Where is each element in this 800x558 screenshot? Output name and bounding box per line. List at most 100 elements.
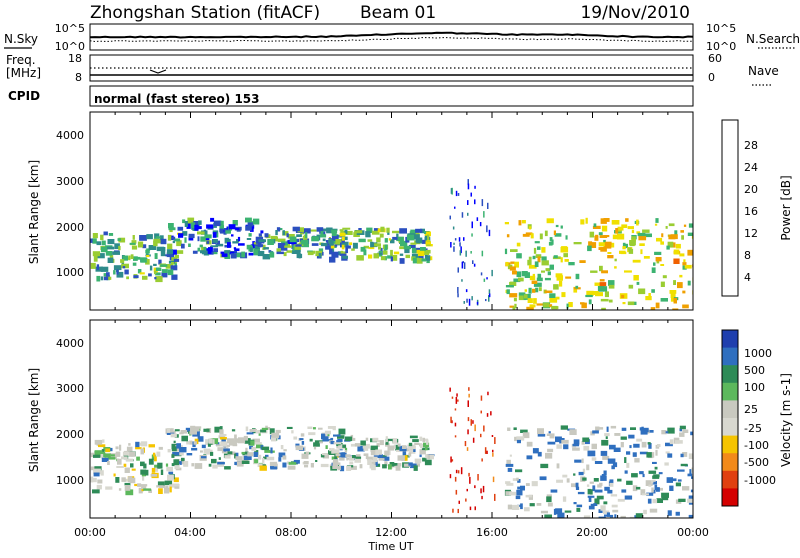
echo-cell [624,270,632,273]
echo-cell [121,263,129,269]
echo-cell [172,452,180,456]
echo-cell [166,249,174,255]
echo-cell [629,516,635,518]
echo-cell [474,199,476,205]
echo-cell [515,469,523,473]
echo-cell [118,488,122,491]
echo-cell [683,259,686,262]
echo-cell [689,469,692,475]
echo-cell [174,429,180,432]
echo-cell [374,243,381,247]
echo-cell [492,449,494,453]
echo-cell [354,230,363,234]
echo-cell [225,230,231,234]
echo-cell [524,272,530,278]
echo-cell [120,259,125,263]
echo-cell [568,262,575,266]
echo-cell [486,413,489,417]
echo-cell [494,493,496,501]
echo-cell [564,259,569,262]
echo-cell [514,436,518,442]
echo-cell [148,489,152,493]
echo-cell [275,230,278,236]
echo-cell [573,286,578,293]
echo-cell [562,474,568,478]
echo-cell [90,238,93,243]
echo-cell [160,469,164,475]
echo-cell [518,220,522,226]
echo-cell [261,427,268,430]
echo-cell [155,267,162,271]
echo-cell [481,250,484,257]
echo-cell [191,463,195,467]
nsearch-tick-top: 10^5 [706,22,736,35]
echo-cell [555,224,559,228]
echo-cell [652,461,657,464]
echo-cell [112,251,120,255]
echo-cell [154,277,157,280]
power-cb-28: 28 [744,139,758,152]
echo-cell [609,444,616,450]
echo-cell [354,457,361,463]
echo-cell [589,231,595,238]
echo-cell [197,247,201,252]
echo-cell [614,258,617,262]
echo-cell [682,265,687,270]
echo-cell [238,437,246,444]
echo-cell [293,459,300,464]
echo-cell [517,504,523,507]
echo-cell [516,436,525,441]
echo-cell [541,270,545,273]
echo-cell [463,237,465,241]
echo-cell [651,289,655,293]
echo-cell [200,450,203,453]
echo-cell [647,442,651,445]
echo-cell [94,450,103,456]
echo-cell [529,503,535,507]
echo-cell [594,461,603,464]
echo-cell [253,250,259,256]
echo-cell [643,256,650,259]
echo-cell [611,465,615,470]
echo-cell [506,459,511,465]
echo-cell [524,289,527,292]
echo-cell [662,495,669,501]
echo-cell [407,233,416,236]
velocity-colorbar-swatch [722,382,738,401]
echo-cell [471,221,473,229]
nsky-tick-top: 10^5 [55,22,85,35]
echo-cell [168,223,174,229]
echo-cell [124,269,129,275]
echo-cell [507,427,511,431]
echo-cell [100,454,104,458]
echo-cell [598,516,606,518]
echo-cell [632,452,637,457]
echo-cell [318,427,323,430]
echo-cell [687,498,693,503]
echo-cell [390,256,393,262]
echo-cell [103,231,108,236]
echo-cell [421,258,427,262]
echo-cell [93,472,100,477]
echo-cell [454,476,457,482]
echo-cell [340,465,345,472]
echo-cell [307,426,313,429]
echo-cell [585,217,588,224]
echo-cell [160,264,168,267]
echo-cell [561,292,566,298]
echo-cell [400,240,408,247]
echo-cell [363,453,369,456]
echo-cell [423,442,430,447]
echo-cell [468,393,470,398]
velocity-colorbar-label: Velocity [m s-1] [779,373,793,467]
echo-cell [590,489,593,495]
echo-cell [204,238,210,241]
echo-cell [579,260,586,263]
echo-cell [300,433,305,437]
echo-cell [220,441,227,447]
echo-cell [465,498,467,502]
echo-cell [132,262,137,266]
velocity-colorbar [722,330,738,507]
echo-cell [143,488,152,491]
echo-cell [243,435,248,441]
